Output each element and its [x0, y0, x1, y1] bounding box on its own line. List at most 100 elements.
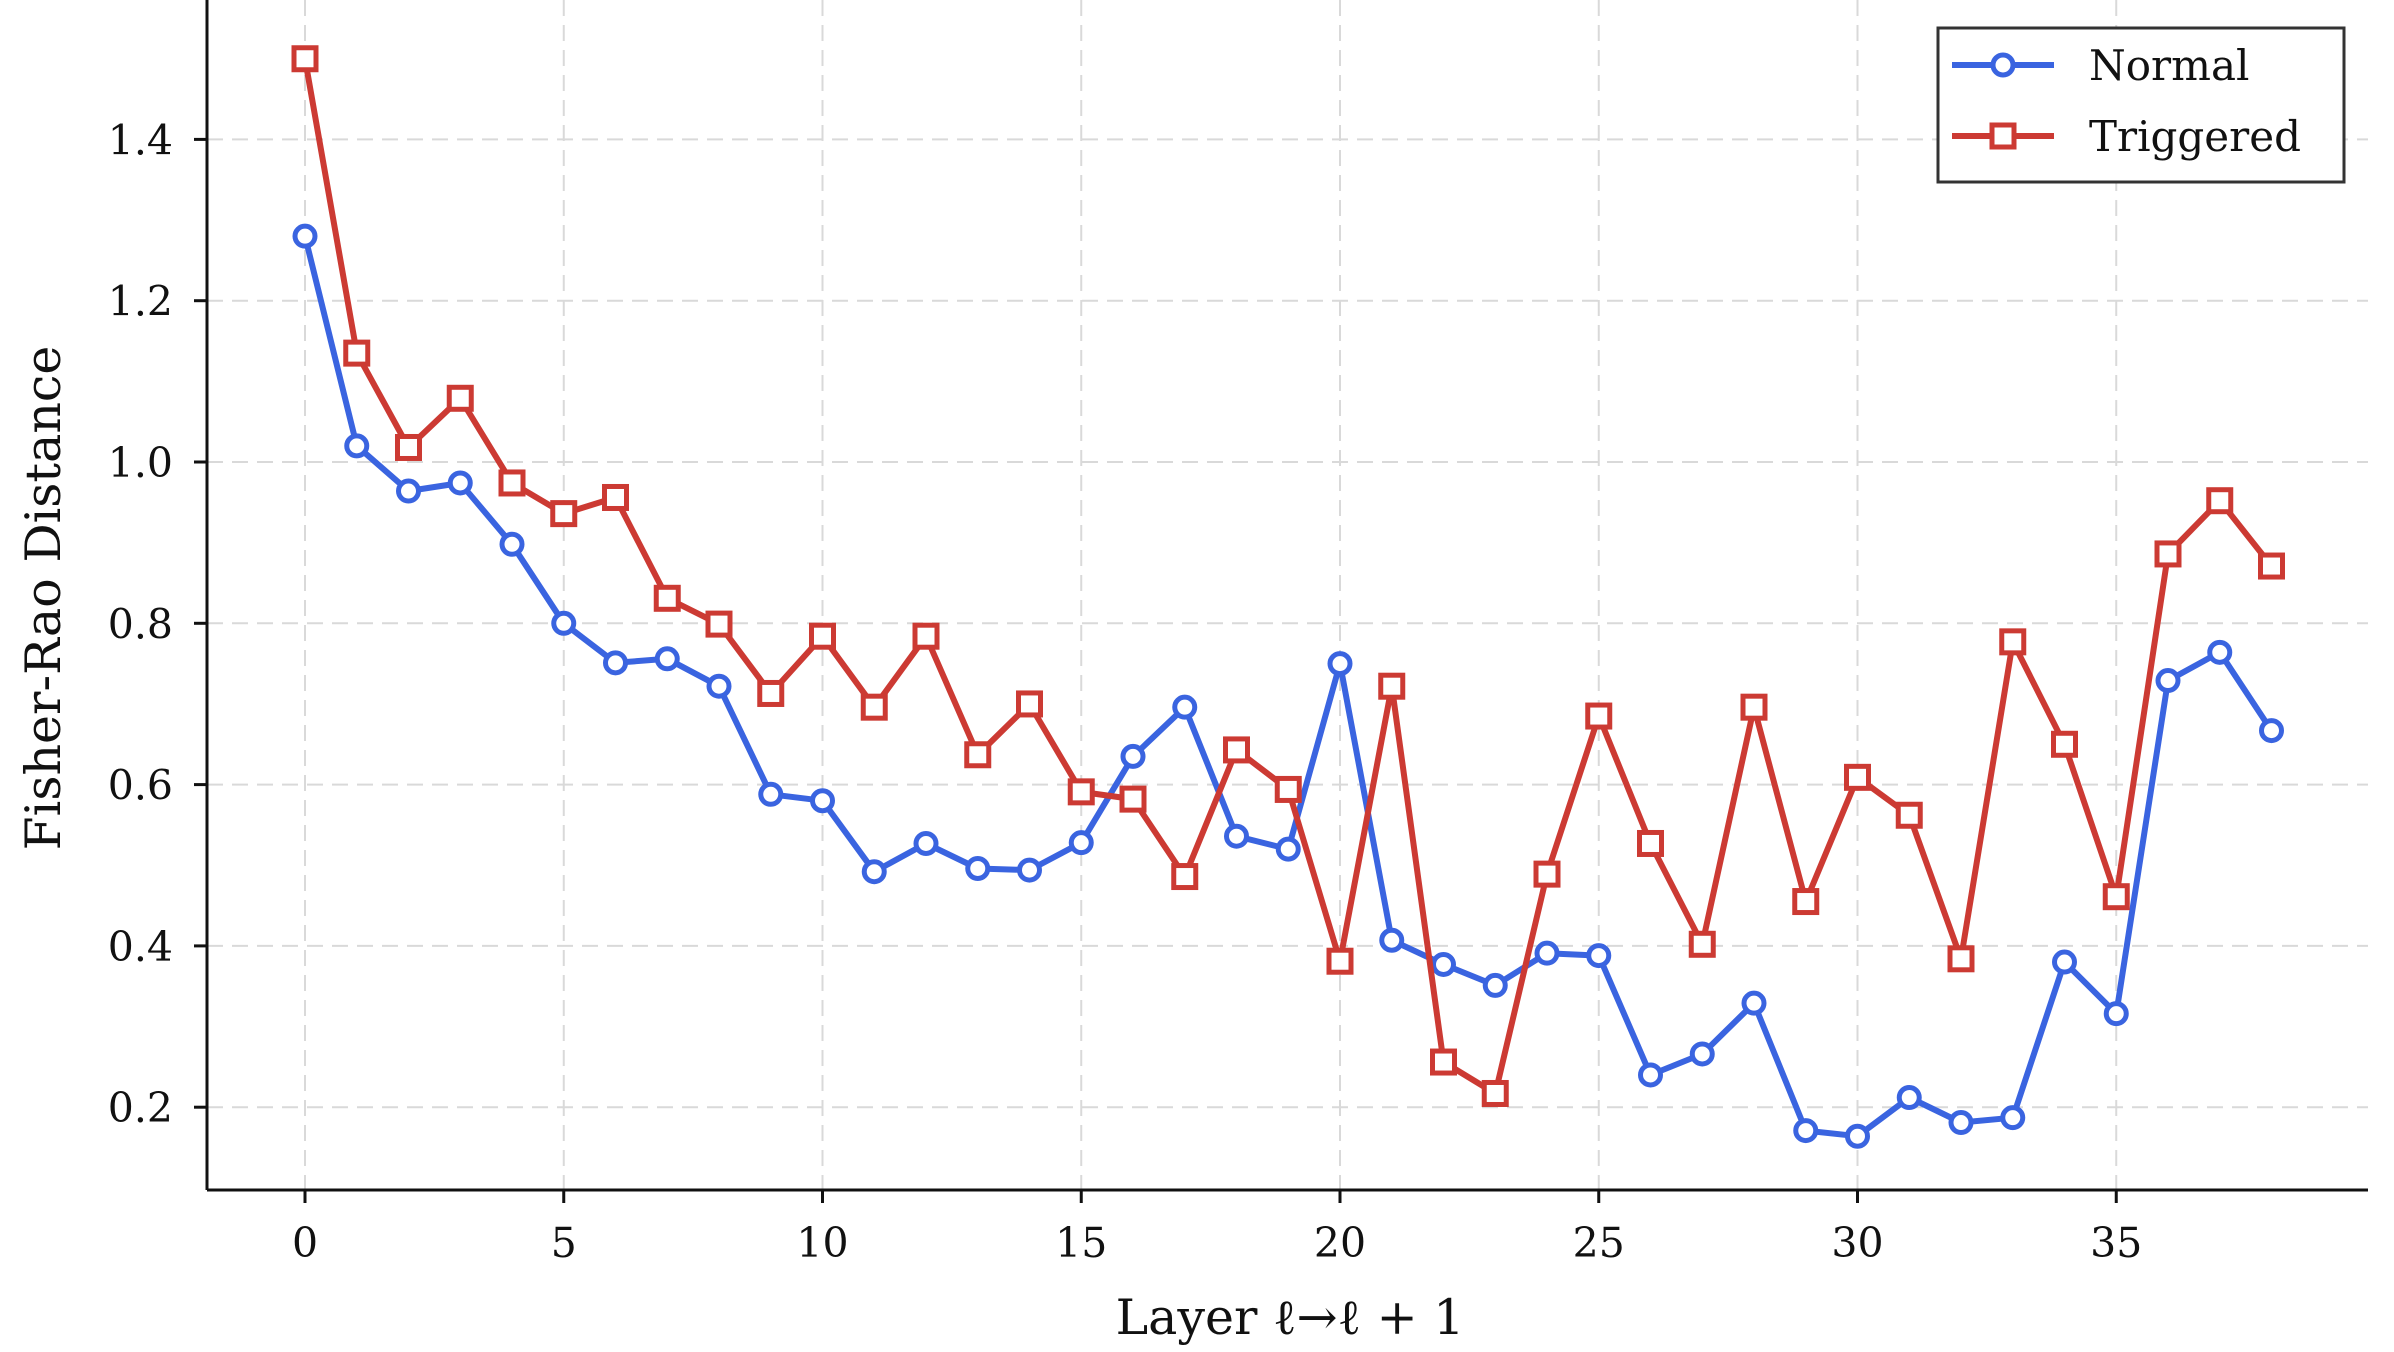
circle-marker-icon	[2000, 1105, 2026, 1131]
square-marker-icon	[809, 622, 836, 650]
y-axis-ticks: 0.2 0.4 0.6 0.8 1.0 1.2 1.4	[108, 116, 207, 1132]
square-marker-icon	[1585, 702, 1613, 730]
circle-marker-icon	[1689, 1041, 1715, 1067]
circle-marker-icon	[758, 781, 784, 807]
square-marker-icon	[1430, 1048, 1457, 1076]
x-tick-label: 20	[1314, 1219, 1366, 1267]
circle-marker-icon	[913, 830, 939, 856]
square-marker-icon	[1378, 672, 1406, 700]
circle-marker-icon	[1224, 823, 1249, 849]
square-marker-icon	[1792, 888, 1820, 916]
x-axis-label: Layer ℓ→ℓ + 1	[1116, 1289, 1465, 1346]
circle-marker-icon	[706, 673, 732, 699]
square-marker-icon	[1326, 947, 1354, 975]
series-normal	[292, 223, 2284, 1149]
circle-marker-icon	[965, 855, 991, 881]
circle-marker-icon	[447, 470, 473, 496]
square-marker-icon	[1895, 801, 1923, 829]
circle-marker-icon	[1948, 1110, 1974, 1136]
legend-item-normal: Normal	[1952, 41, 2249, 90]
series-line	[302, 58, 2274, 1097]
circle-marker-icon	[2052, 949, 2077, 975]
square-marker-icon	[964, 741, 992, 769]
square-marker-icon	[1067, 778, 1095, 806]
square-marker-icon	[1947, 945, 1975, 973]
square-marker-icon	[1844, 763, 1871, 791]
y-tick-label: 1.4	[108, 116, 173, 164]
square-marker-icon	[1119, 785, 1147, 813]
square-marker-icon	[1740, 693, 1768, 721]
circle-marker-icon	[1172, 694, 1198, 720]
circle-marker-icon	[654, 646, 680, 672]
circle-marker-icon	[344, 433, 370, 459]
square-marker-icon	[395, 433, 422, 461]
square-marker-icon	[1688, 930, 1716, 958]
y-tick-label: 0.8	[108, 600, 173, 648]
square-marker-icon	[1481, 1079, 1509, 1107]
circle-marker-icon	[1431, 951, 1456, 977]
x-axis-ticks: 0 5 10 15 20 25 30 35	[292, 1190, 2142, 1267]
legend: Normal Triggered	[1936, 26, 2346, 184]
circle-marker-icon	[861, 859, 887, 885]
circle-marker-icon	[810, 788, 835, 814]
square-marker-icon	[1016, 690, 1043, 718]
circle-marker-icon	[1896, 1085, 1922, 1111]
circle-marker-icon	[1638, 1062, 1663, 1088]
legend-item-triggered: Triggered	[1952, 112, 2301, 161]
circle-marker-icon	[1275, 836, 1301, 862]
y-tick-label: 0.4	[108, 923, 173, 971]
circle-marker-icon	[2155, 668, 2181, 694]
circle-marker-icon	[1586, 943, 1612, 969]
square-marker-icon	[2258, 552, 2285, 580]
square-marker-icon	[1989, 122, 2017, 150]
x-tick-label: 0	[292, 1219, 318, 1267]
square-marker-icon	[1999, 628, 2027, 656]
circle-marker-icon	[1534, 940, 1560, 966]
circle-marker-icon	[292, 223, 318, 249]
square-marker-icon	[912, 622, 940, 650]
circle-marker-icon	[1017, 857, 1042, 883]
circle-marker-icon	[1327, 651, 1353, 677]
plot-area	[291, 45, 2285, 1149]
square-marker-icon	[1637, 829, 1664, 857]
circle-marker-icon	[396, 478, 421, 504]
y-tick-label: 0.2	[108, 1084, 173, 1132]
square-marker-icon	[2154, 540, 2182, 568]
square-marker-icon	[1533, 860, 1561, 888]
square-marker-icon	[1274, 775, 1302, 803]
square-marker-icon	[602, 483, 629, 511]
square-marker-icon	[653, 584, 681, 612]
square-marker-icon	[343, 339, 371, 367]
circle-marker-icon	[2103, 1001, 2129, 1027]
circle-marker-icon	[1068, 830, 1094, 856]
circle-marker-icon	[603, 650, 628, 676]
circle-marker-icon	[1845, 1123, 1870, 1149]
x-tick-label: 35	[2090, 1219, 2142, 1267]
circle-marker-icon	[1793, 1118, 1819, 1144]
square-marker-icon	[1171, 863, 1199, 891]
circle-marker-icon	[1120, 743, 1146, 769]
square-marker-icon	[2051, 730, 2078, 758]
x-tick-label: 30	[1831, 1219, 1883, 1267]
series-line	[302, 235, 2275, 1140]
square-marker-icon	[2102, 883, 2130, 911]
x-tick-label: 10	[796, 1219, 848, 1267]
square-marker-icon	[498, 469, 526, 497]
x-tick-label: 15	[1055, 1219, 1107, 1267]
square-marker-icon	[291, 45, 319, 73]
circle-marker-icon	[499, 531, 525, 557]
circle-marker-icon	[1741, 990, 1767, 1016]
x-tick-label: 25	[1573, 1219, 1625, 1267]
y-tick-label: 1.2	[108, 278, 173, 326]
circle-marker-icon	[1990, 52, 2016, 78]
y-tick-label: 1.0	[108, 439, 173, 487]
square-marker-icon	[757, 679, 785, 707]
square-marker-icon	[1223, 736, 1250, 764]
legend-label-normal: Normal	[2089, 41, 2249, 90]
circle-marker-icon	[2207, 639, 2233, 665]
square-marker-icon	[705, 610, 733, 638]
square-marker-icon	[860, 693, 888, 721]
x-tick-label: 5	[551, 1219, 577, 1267]
square-marker-icon	[550, 500, 578, 528]
